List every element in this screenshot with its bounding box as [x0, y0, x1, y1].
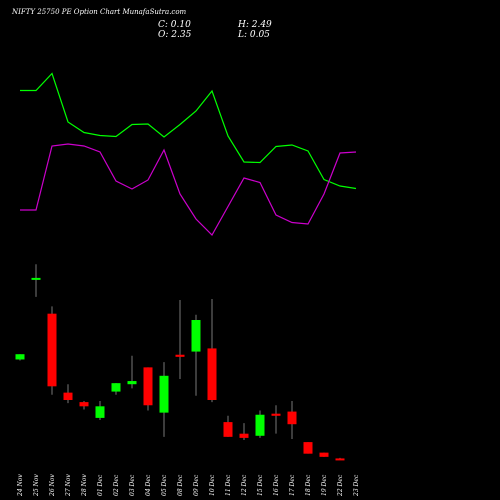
x-tick-label: 03 Dec: [129, 474, 136, 496]
x-tick-label: 12 Dec: [241, 474, 248, 496]
x-tick-label: 11 Dec: [225, 474, 232, 496]
candle-body: [191, 320, 201, 352]
candle-body: [287, 411, 297, 425]
open-readout: O: 2.35: [158, 30, 192, 40]
candle-body: [159, 375, 169, 413]
candle-body: [111, 383, 121, 392]
x-tick-label: 28 Nov: [81, 474, 88, 497]
candle-body: [335, 458, 345, 461]
x-tick-label: 01 Dec: [97, 474, 104, 496]
x-tick-label: 05 Dec: [161, 474, 168, 496]
candle-body: [143, 367, 153, 406]
close-readout: C: 0.10: [158, 20, 191, 30]
candle-body: [47, 313, 57, 387]
candle-body: [79, 402, 89, 407]
x-axis-ticks: 24 Nov 25 Nov 26 Nov 27 Nov 28 Nov 01 Dec 02 D…: [17, 474, 360, 497]
candle-body: [303, 442, 313, 454]
candle-body: [255, 414, 265, 436]
x-tick-label: 15 Dec: [257, 474, 264, 496]
x-tick-label: 08 Dec: [177, 474, 184, 496]
x-tick-label: 22 Dec: [337, 474, 344, 497]
x-tick-label: 23 Dec: [353, 474, 360, 497]
x-tick-label: 18 Dec: [305, 474, 312, 496]
x-tick-label: 26 Nov: [49, 474, 56, 497]
x-tick-label: 17 Dec: [289, 474, 296, 496]
x-tick-label: 02 Dec: [113, 474, 120, 496]
candle-body: [63, 392, 73, 400]
x-tick-label: 24 Nov: [17, 474, 24, 497]
x-tick-label: 27 Nov: [65, 474, 72, 497]
x-tick-label: 10 Dec: [209, 474, 216, 496]
green-indicator-line: [20, 72, 357, 190]
x-tick-label: 19 Dec: [321, 474, 328, 496]
candle-body: [271, 413, 281, 416]
magenta-indicator-line: [20, 143, 357, 236]
candle-body: [15, 354, 25, 360]
x-tick-label: 16 Dec: [273, 474, 280, 496]
x-tick-label: 09 Dec: [193, 474, 200, 496]
x-tick-label: 04 Dec: [145, 474, 152, 496]
candle-body: [207, 348, 217, 400]
high-readout: H: 2.49: [237, 20, 272, 30]
candle-body: [31, 277, 41, 280]
candle-body: [223, 422, 233, 437]
candle-body: [319, 452, 329, 457]
candle-body: [95, 406, 105, 418]
candle-body: [175, 354, 185, 357]
x-tick-label: 25 Nov: [33, 474, 40, 497]
candle-body: [127, 381, 137, 385]
candle-body: [239, 433, 249, 438]
low-readout: L: 0.05: [237, 30, 270, 40]
candles-group: [15, 264, 345, 461]
chart-title: NIFTY 25750 PE Option Chart MunafaSutra.…: [11, 8, 187, 16]
